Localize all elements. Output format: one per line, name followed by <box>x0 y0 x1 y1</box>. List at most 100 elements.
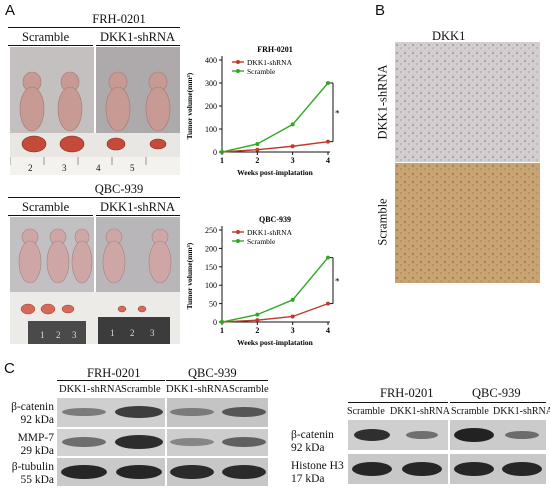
blot-right-lane-label: DKK1-shRNA <box>390 406 450 417</box>
blot-left-protein-label: MMP-7 29 kDa <box>17 432 54 457</box>
mouse <box>19 71 171 132</box>
series-line <box>221 82 329 153</box>
data-point <box>255 147 260 152</box>
blot-right-image <box>348 420 546 484</box>
ruler-digit: 3 <box>62 163 67 173</box>
blot-band <box>352 428 542 476</box>
divider <box>96 215 180 216</box>
ruler-digit: 5 <box>130 163 135 173</box>
mice-photo-frh0201: 2 3 4 5 <box>10 47 180 175</box>
ruler-digit: 1 <box>40 330 45 340</box>
blot-right-lane-label: Scramble <box>347 406 385 417</box>
panel-label-b: B <box>375 2 386 19</box>
x-tick-label: 1 <box>220 156 224 165</box>
divider <box>450 402 546 403</box>
ruler-digit: 3 <box>150 328 155 338</box>
x-tick-label: 3 <box>291 156 295 165</box>
blot-right-lane-label: DKK1-shRNA <box>493 406 550 417</box>
y-tick-label: 200 <box>205 102 217 111</box>
y-tick-label: 400 <box>205 56 217 65</box>
tumor <box>21 135 167 153</box>
ruler-digit: 4 <box>96 163 101 173</box>
mice-top-group-dkk1: DKK1-shRNA <box>100 30 175 44</box>
x-tick-label: 2 <box>255 156 259 165</box>
blot-left-image <box>57 398 268 486</box>
series-line <box>221 302 329 323</box>
divider <box>166 380 268 381</box>
ihc-image-scramble <box>395 163 540 283</box>
x-axis-label: Weeks post-implatation <box>237 338 313 347</box>
y-tick-label: 250 <box>205 226 217 235</box>
legend-marker <box>236 69 240 73</box>
divider <box>57 380 165 381</box>
tumor-volume-chart-frh0201: FRH-0201 0 100 200 300 400 1 2 3 4 Weeks post-impl… <box>185 45 340 177</box>
mice-top-cell-line: FRH-0201 <box>92 12 146 26</box>
legend-label: Scramble <box>247 237 276 246</box>
x-tick-label: 2 <box>255 326 259 335</box>
x-tick-label: 4 <box>326 326 330 335</box>
ihc-row-label-dkk1-shrna: DKK1-shRNA <box>375 64 390 140</box>
tumor-volume-chart-qbc939: QBC-939 0 50 100 150 200 250 1 2 3 4 Weeks post-imp… <box>185 215 340 347</box>
ruler-digit: 2 <box>130 328 135 338</box>
data-point <box>255 141 260 146</box>
data-point <box>326 139 330 144</box>
significance-label: ** <box>335 277 340 287</box>
mouse <box>18 228 172 284</box>
blot-right-lane-label: Scramble <box>451 406 489 417</box>
mice-bottom-cell-line: QBC-939 <box>94 182 144 196</box>
mice-bottom-group-scramble: Scramble <box>22 200 70 214</box>
x-tick-label: 4 <box>326 156 330 165</box>
series-line <box>221 257 329 323</box>
divider <box>8 45 93 46</box>
x-axis-label: Weeks post-implatation <box>237 168 313 177</box>
data-point <box>326 301 330 306</box>
mice-top-group-scramble: Scramble <box>22 30 70 44</box>
blot-right-cell-line-qbc939: QBC-939 <box>472 386 521 400</box>
data-point <box>255 312 260 317</box>
blot-right-cell-line-frh0201: FRH-0201 <box>380 386 434 400</box>
data-point <box>255 318 260 323</box>
data-point <box>290 297 295 302</box>
y-tick-label: 200 <box>205 244 217 253</box>
ihc-title: DKK1 <box>432 29 466 43</box>
legend-marker <box>236 230 240 234</box>
blot-left-cell-line-frh0201: FRH-0201 <box>87 366 141 380</box>
series-line <box>221 140 329 153</box>
blot-band <box>61 406 266 479</box>
divider <box>8 27 180 28</box>
significance-label: ** <box>335 108 340 118</box>
ruler-digit: 1 <box>110 328 115 338</box>
ihc-row-label-scramble: Scramble <box>375 198 390 246</box>
legend-marker <box>236 60 240 64</box>
mice-bottom-group-dkk1: DKK1-shRNA <box>100 200 175 214</box>
data-point <box>290 122 295 127</box>
blot-left-lane-label: DKK1-shRNA <box>166 384 229 395</box>
panel-label-c: C <box>4 360 15 377</box>
data-point <box>326 81 330 85</box>
mice-photo-qbc939: 1 2 3 1 2 3 <box>10 217 180 344</box>
blot-right-protein-label: Histone H3 17 kDa <box>291 460 344 485</box>
blot-left-lane-label: Scramble <box>121 384 161 395</box>
legend-label: Scramble <box>247 67 276 76</box>
y-axis-label: Tumor volume(mm³) <box>185 72 194 139</box>
ihc-image-dkk1-shrna <box>395 42 540 162</box>
blot-left-protein-label: β-tubulin 55 kDa <box>11 461 54 486</box>
divider <box>8 197 180 198</box>
legend-label: DKK1-shRNA <box>247 228 293 237</box>
chart-title: FRH-0201 <box>257 45 293 54</box>
legend-marker <box>236 239 240 243</box>
tumor <box>20 303 147 315</box>
blot-right-protein-label: β-catenin 92 kDa <box>291 429 334 454</box>
data-point <box>220 320 224 324</box>
chart-title: QBC-939 <box>259 215 291 224</box>
y-tick-label: 0 <box>213 148 217 157</box>
data-point <box>326 255 330 260</box>
ruler-digit: 2 <box>28 163 33 173</box>
x-tick-label: 1 <box>220 326 224 335</box>
y-tick-label: 150 <box>205 263 217 272</box>
y-tick-label: 50 <box>209 300 217 309</box>
y-tick-label: 100 <box>205 281 217 290</box>
data-point <box>220 150 224 154</box>
legend-label: DKK1-shRNA <box>247 58 293 67</box>
x-tick-label: 3 <box>291 326 295 335</box>
